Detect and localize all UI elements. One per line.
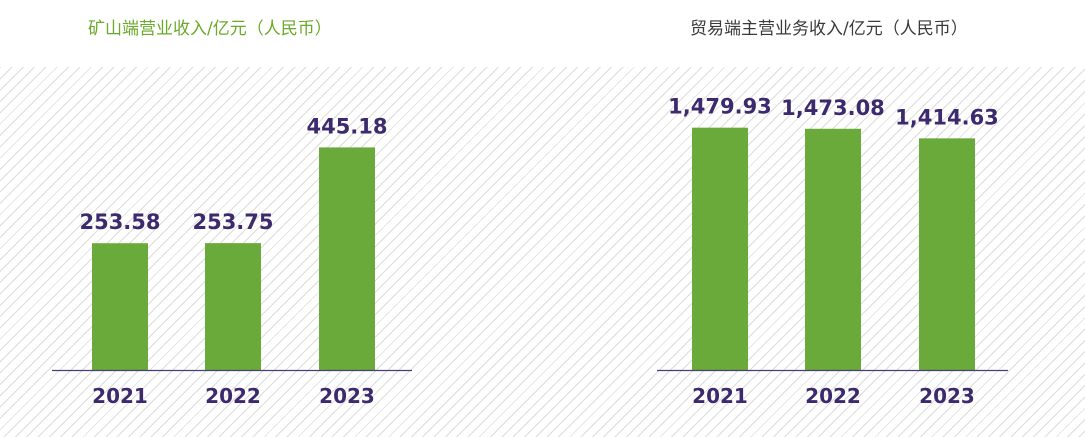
category-label-2022: 2022 <box>205 384 261 408</box>
bar-2022 <box>805 128 861 370</box>
bar-2021 <box>92 243 148 370</box>
category-label-2023: 2023 <box>919 384 975 408</box>
bar-2021 <box>692 127 748 370</box>
value-label-2023: 1,414.63 <box>895 105 999 129</box>
hatched-background <box>0 67 1085 437</box>
chart-mining-revenue: 253.58 2021 253.75 2022 445.18 2023 <box>52 114 412 408</box>
value-label-2021: 253.58 <box>79 210 160 234</box>
bar-2022 <box>205 243 261 370</box>
bar-2023 <box>919 138 975 370</box>
bar-2023 <box>319 147 375 370</box>
category-label-2023: 2023 <box>319 384 375 408</box>
chart-title-trade-revenue: 贸易端主营业务收入/亿元（人民币） <box>690 19 968 39</box>
value-label-2023: 445.18 <box>306 114 387 138</box>
category-label-2021: 2021 <box>92 384 148 408</box>
category-label-2021: 2021 <box>692 384 748 408</box>
value-label-2022: 253.75 <box>192 210 273 234</box>
category-label-2022: 2022 <box>805 384 861 408</box>
value-label-2022: 1,473.08 <box>781 96 885 120</box>
chart-title-mining-revenue: 矿山端营业收入/亿元（人民币） <box>88 19 332 39</box>
value-label-2021: 1,479.93 <box>668 95 772 119</box>
chart-trade-revenue: 1,479.93 2021 1,473.08 2022 1,414.63 2023 <box>657 95 1008 408</box>
